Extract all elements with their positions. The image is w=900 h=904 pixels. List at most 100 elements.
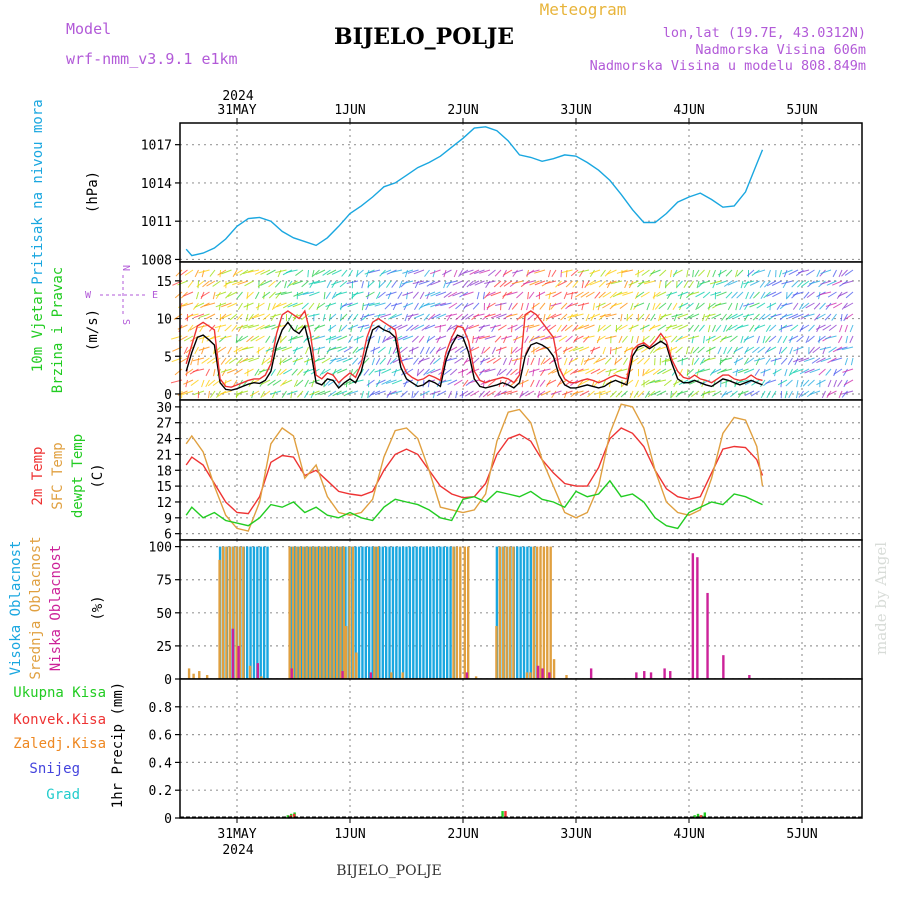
watermark: made by Angel bbox=[872, 542, 890, 655]
bar-mark bbox=[696, 557, 698, 679]
bar-mark bbox=[399, 547, 401, 679]
y-tick-label: 1017 bbox=[141, 139, 172, 154]
pressure-label: Pritisak na nivou mora bbox=[30, 99, 46, 284]
bar-mark bbox=[402, 547, 404, 679]
bar-mark bbox=[218, 560, 220, 679]
y-tick-label: 0 bbox=[164, 812, 172, 827]
bar-mark bbox=[309, 547, 311, 679]
bar-mark bbox=[352, 547, 354, 679]
precip-legend-item: Grad bbox=[46, 787, 80, 803]
bar-mark bbox=[692, 553, 694, 679]
product-title: Meteogram bbox=[540, 0, 627, 19]
bar-mark bbox=[242, 547, 244, 679]
bar-mark bbox=[348, 547, 350, 679]
bar-mark bbox=[390, 672, 392, 679]
bar-mark bbox=[456, 547, 458, 679]
bar-mark bbox=[305, 547, 307, 679]
bar-mark bbox=[336, 547, 338, 679]
bar-mark bbox=[505, 547, 507, 679]
precip-legend-item: Konvek.Kisa bbox=[13, 712, 106, 728]
panel-background bbox=[180, 123, 862, 262]
bar-mark bbox=[292, 547, 294, 679]
bar-mark bbox=[459, 547, 461, 679]
wind-arrow bbox=[561, 270, 562, 277]
bar-mark bbox=[553, 659, 555, 679]
bar-mark bbox=[198, 671, 200, 679]
bar-mark bbox=[529, 672, 531, 679]
bar-mark bbox=[509, 547, 511, 679]
wind-label-1: 10m Vjetar bbox=[30, 288, 46, 372]
bottom-day-label: 3JUN bbox=[560, 827, 591, 842]
bar-mark bbox=[650, 672, 652, 679]
bar-mark bbox=[452, 547, 454, 679]
precip-legend: Ukupna KisaKonvek.KisaZaledj.KisaSnijegG… bbox=[13, 685, 106, 803]
bar-mark bbox=[401, 672, 403, 679]
bar-mark bbox=[530, 547, 532, 679]
model-value: wrf-nmm_v3.9.1 e1km bbox=[66, 50, 238, 68]
top-year-label: 2024 bbox=[222, 89, 253, 104]
bar-mark bbox=[263, 547, 265, 679]
bar-mark bbox=[312, 547, 314, 679]
altitude-label: Nadmorska Visina 606m bbox=[695, 42, 866, 58]
compass-west: W bbox=[85, 290, 92, 301]
bar-mark bbox=[237, 646, 239, 679]
y-tick-label: 0 bbox=[164, 673, 172, 688]
bar-mark bbox=[643, 671, 645, 679]
top-day-label: 31MAY bbox=[217, 103, 256, 118]
station-title: BIJELO_POLJE bbox=[334, 24, 514, 50]
bar-mark bbox=[548, 672, 550, 679]
bar-mark bbox=[377, 547, 379, 679]
y-tick-label: 9 bbox=[164, 512, 172, 527]
bar-mark bbox=[439, 547, 441, 679]
bar-mark bbox=[543, 547, 545, 679]
bar-mark bbox=[464, 547, 466, 679]
y-tick-label: 30 bbox=[156, 401, 172, 416]
bar-mark bbox=[495, 626, 497, 679]
bar-mark bbox=[722, 655, 724, 679]
bar-mark bbox=[295, 547, 297, 679]
top-day-label: 2JUN bbox=[447, 103, 478, 118]
y-tick-label: 15 bbox=[156, 480, 172, 495]
y-tick-label: 12 bbox=[156, 496, 172, 511]
y-tick-label: 18 bbox=[156, 464, 172, 479]
bar-mark bbox=[388, 547, 390, 679]
y-tick-label: 27 bbox=[156, 417, 172, 432]
bar-mark bbox=[635, 672, 637, 679]
bar-mark bbox=[333, 547, 335, 679]
bottom-day-label: 1JUN bbox=[334, 827, 365, 842]
bar-mark bbox=[249, 666, 251, 679]
bar-mark bbox=[519, 547, 521, 679]
y-tick-label: 0.8 bbox=[149, 701, 172, 716]
bar-mark bbox=[546, 547, 548, 679]
bar-mark bbox=[256, 547, 258, 679]
bar-mark bbox=[446, 547, 448, 679]
bar-mark bbox=[345, 626, 347, 679]
y-tick-label: 0.2 bbox=[149, 784, 172, 799]
compass-north: N bbox=[120, 265, 131, 271]
bar-mark bbox=[235, 547, 237, 679]
bar-mark bbox=[499, 547, 501, 679]
bar-mark bbox=[539, 547, 541, 679]
bar-mark bbox=[222, 547, 224, 679]
top-day-label: 4JUN bbox=[673, 103, 704, 118]
y-tick-label: 21 bbox=[156, 448, 172, 463]
bar-mark bbox=[266, 547, 268, 679]
bar-mark bbox=[541, 668, 543, 679]
top-day-label: 1JUN bbox=[334, 103, 365, 118]
bar-mark bbox=[326, 547, 328, 679]
bar-mark bbox=[291, 668, 293, 679]
bar-mark bbox=[316, 547, 318, 679]
bar-mark bbox=[523, 547, 525, 679]
temp-unit: (C) bbox=[90, 463, 106, 488]
top-day-label: 3JUN bbox=[560, 103, 591, 118]
wind-arrow bbox=[726, 380, 727, 387]
bottom-day-label: 2JUN bbox=[447, 827, 478, 842]
bar-mark bbox=[260, 547, 262, 679]
top-day-label: 5JUN bbox=[786, 103, 817, 118]
bar-mark bbox=[322, 547, 324, 679]
bar-mark bbox=[373, 547, 375, 679]
y-tick-label: 1008 bbox=[141, 253, 172, 268]
bar-mark bbox=[232, 629, 234, 679]
